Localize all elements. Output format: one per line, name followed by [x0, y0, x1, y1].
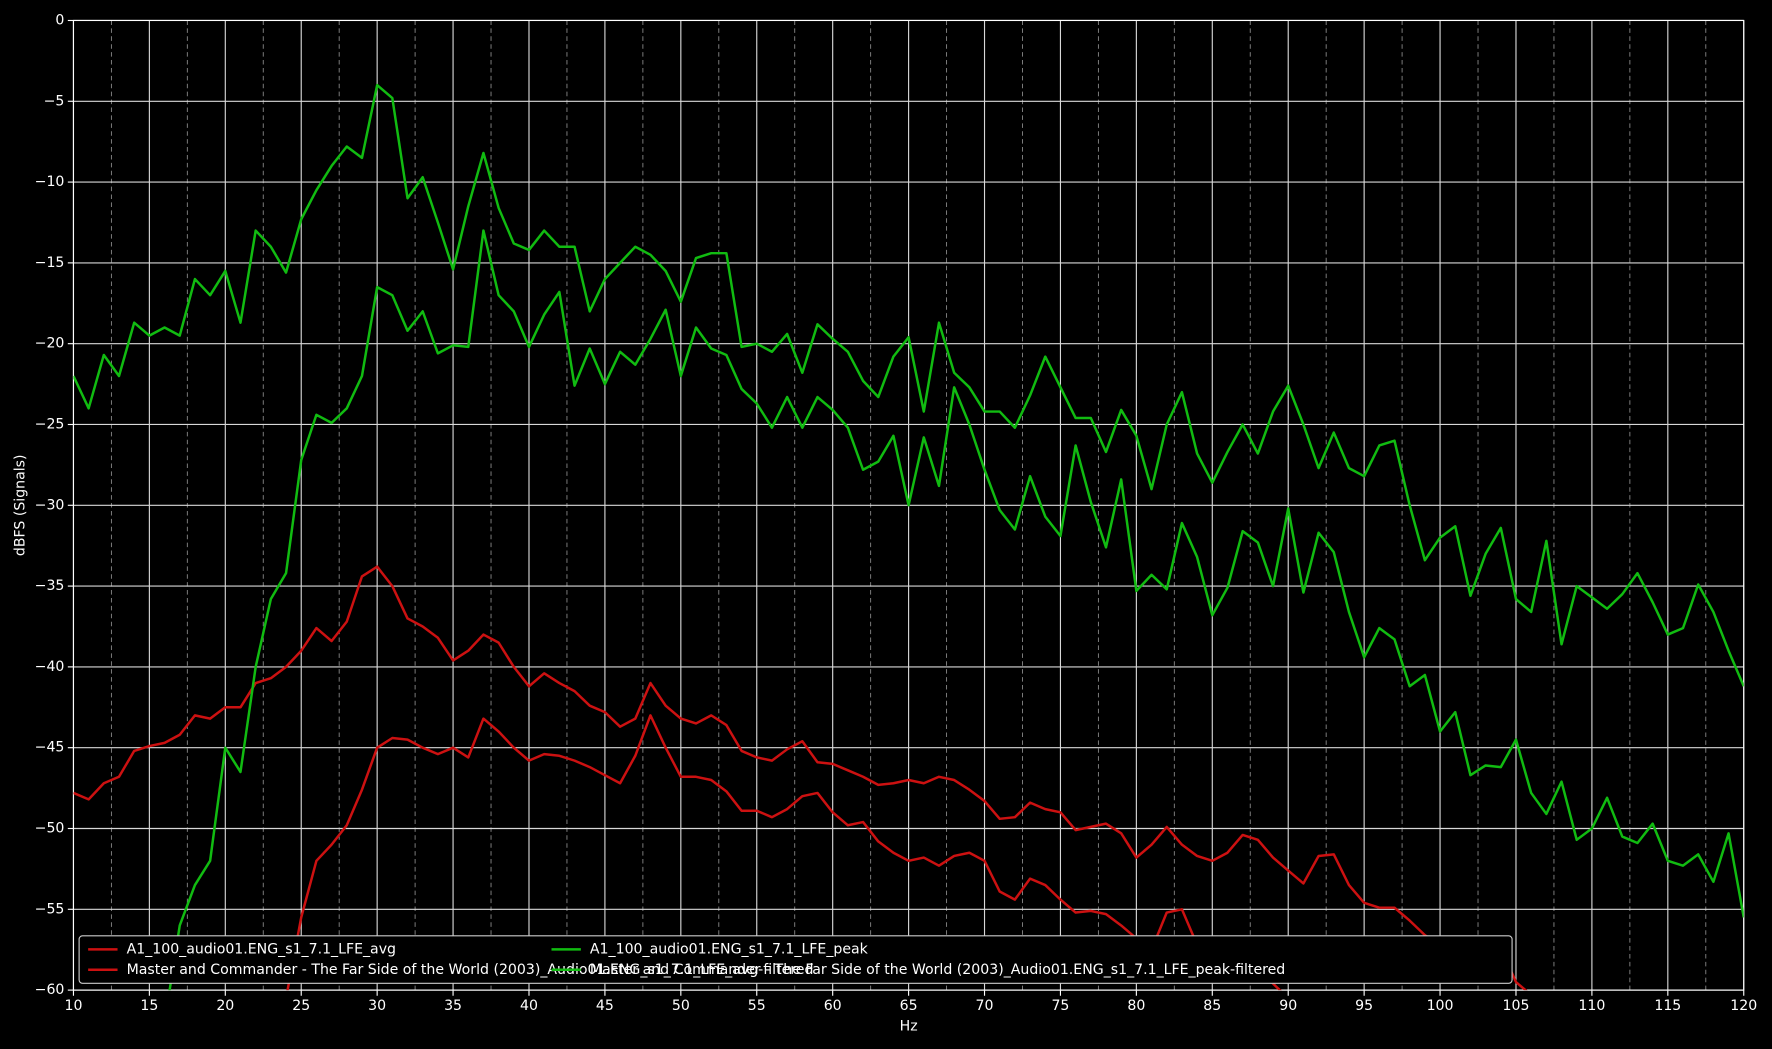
y-tick-label: −30 — [35, 497, 65, 513]
plot-frame — [72, 19, 1745, 991]
y-tick-label: −40 — [35, 659, 65, 675]
series-line — [286, 714, 1282, 991]
x-tick-label: 65 — [900, 998, 918, 1014]
y-tick-label: 0 — [55, 12, 64, 28]
y-tick-label: −25 — [35, 416, 65, 432]
x-tick-label: 95 — [1355, 998, 1373, 1014]
series-line — [73, 565, 1528, 991]
y-tick-label: −50 — [35, 820, 65, 836]
x-tick-label: 15 — [140, 998, 158, 1014]
y-tick-label: −35 — [35, 578, 65, 594]
x-tick-label: 50 — [672, 998, 690, 1014]
x-tick-label: 80 — [1127, 998, 1145, 1014]
x-tick-label: 45 — [596, 998, 614, 1014]
y-axis-label: dBFS (Signals) — [12, 454, 28, 556]
x-tick-label: 40 — [520, 998, 538, 1014]
x-tick-label: 100 — [1427, 998, 1454, 1014]
x-tick-label: 10 — [64, 998, 82, 1014]
x-axis-label: Hz — [900, 1018, 918, 1034]
x-tick-label: 75 — [1051, 998, 1069, 1014]
y-tick-label: −60 — [35, 982, 65, 998]
y-tick-label: −20 — [35, 336, 65, 352]
y-tick-label: −45 — [35, 740, 65, 756]
plot-area — [73, 83, 1744, 991]
x-tick-label: 115 — [1654, 998, 1681, 1014]
x-tick-label: 85 — [1203, 998, 1221, 1014]
x-tick-label: 20 — [216, 998, 234, 1014]
x-tick-label: 60 — [824, 998, 842, 1014]
y-tick-label: −55 — [35, 901, 65, 917]
x-tick-label: 120 — [1730, 998, 1757, 1014]
legend-label: A1_100_audio01.ENG_s1_7.1_LFE_avg — [127, 941, 396, 957]
legend-label: A1_100_audio01.ENG_s1_7.1_LFE_peak — [590, 941, 869, 957]
series-line — [168, 229, 1744, 991]
x-tick-label: 90 — [1279, 998, 1297, 1014]
x-tick-label: 25 — [292, 998, 310, 1014]
x-tick-label: 55 — [748, 998, 766, 1014]
legend-label: Master and Commander - The Far Side of t… — [127, 962, 814, 978]
x-tick-label: 70 — [976, 998, 994, 1014]
x-tick-label: 105 — [1503, 998, 1530, 1014]
legend-box — [78, 935, 1513, 984]
series-line — [73, 83, 1744, 687]
y-tick-label: −10 — [35, 174, 65, 190]
x-tick-label: 110 — [1578, 998, 1605, 1014]
y-tick-label: −15 — [35, 255, 65, 271]
x-tick-label: 30 — [368, 998, 386, 1014]
y-tick-label: −5 — [44, 93, 65, 109]
x-tick-label: 35 — [444, 998, 462, 1014]
legend-label: Master and Commander - The Far Side of t… — [590, 962, 1285, 978]
